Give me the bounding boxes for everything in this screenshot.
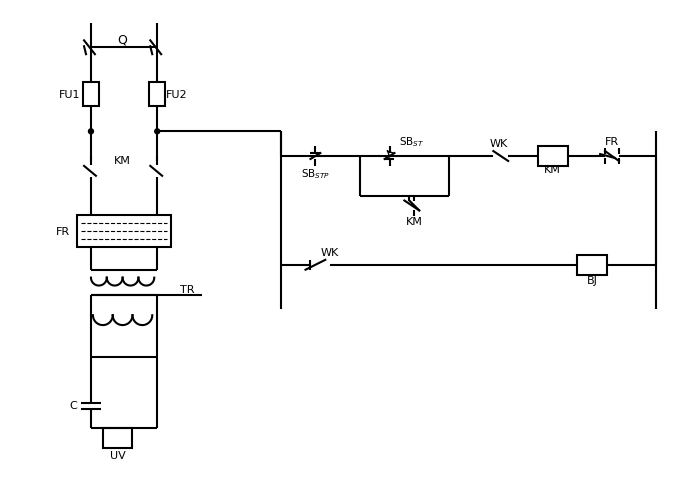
Text: Q: Q [118,34,127,47]
Text: SB$_{STP}$: SB$_{STP}$ [301,167,330,181]
Text: KM: KM [406,217,423,227]
Text: FR: FR [605,137,619,147]
Bar [538,146,568,166]
Text: FU1: FU1 [59,90,80,100]
Bar [77,215,171,247]
Text: WK: WK [489,139,508,149]
Text: UV: UV [110,451,125,461]
Text: FR: FR [56,227,71,237]
Text: TR: TR [180,286,194,295]
Text: BJ: BJ [587,275,598,286]
Text: WK: WK [321,248,339,258]
Circle shape [155,129,160,134]
Circle shape [88,129,93,134]
Text: FU2: FU2 [166,90,188,100]
Text: KM: KM [544,165,561,175]
Text: KM: KM [114,156,131,166]
Bar [149,82,165,106]
Text: SB$_{ST}$: SB$_{ST}$ [400,135,425,149]
Bar [103,428,132,448]
Text: C: C [69,401,77,411]
Bar [578,255,607,275]
Bar [83,82,99,106]
